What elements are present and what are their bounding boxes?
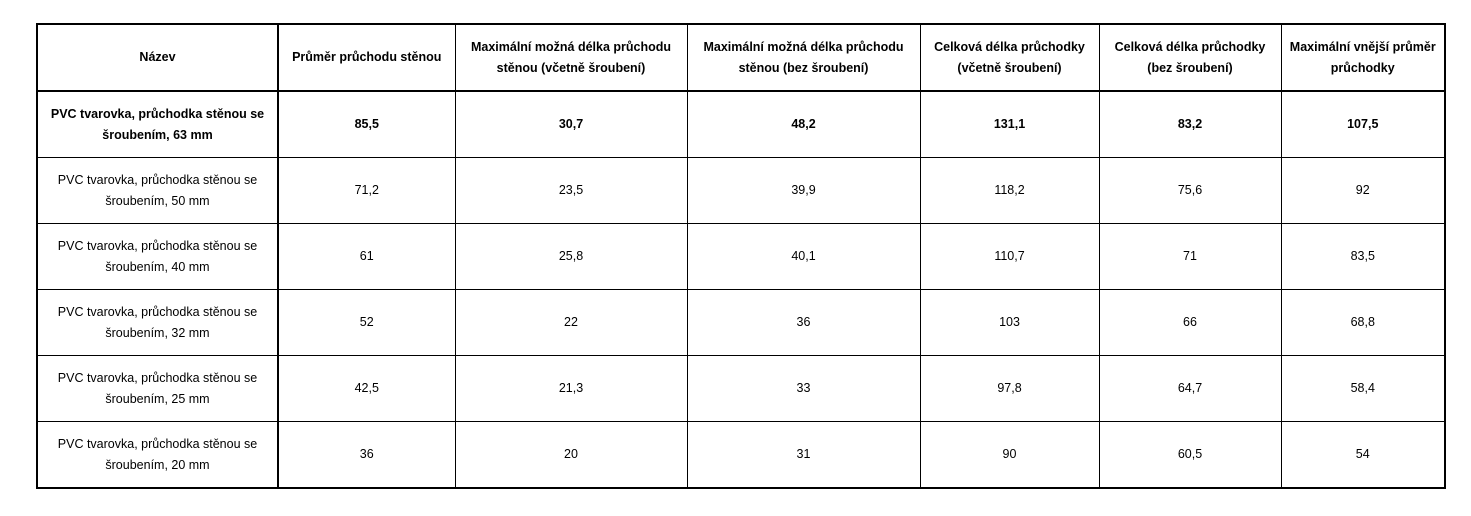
cell-max-length-without-fitting: 33 [686, 355, 921, 422]
cell-max-length-with-fitting: 30,7 [454, 90, 688, 158]
cell-total-length-without-fitting: 66 [1098, 289, 1282, 356]
cell-max-outer-diameter: 83,5 [1280, 223, 1446, 290]
cell-max-length-without-fitting: 39,9 [686, 157, 921, 224]
cell-name: PVC tvarovka, průchodka stěnou se šroube… [36, 90, 279, 158]
cell-name: PVC tvarovka, průchodka stěnou se šroube… [36, 289, 279, 356]
cell-total-length-without-fitting: 64,7 [1098, 355, 1282, 422]
cell-total-length-without-fitting: 75,6 [1098, 157, 1282, 224]
header-total-length-with-fitting: Celková délka průchodky (včetně šroubení… [919, 23, 1100, 92]
table-row: PVC tvarovka, průchodka stěnou se šroube… [36, 90, 1446, 158]
table-row: PVC tvarovka, průchodka stěnou se šroube… [36, 421, 1446, 489]
cell-max-outer-diameter: 58,4 [1280, 355, 1446, 422]
cell-total-length-without-fitting: 83,2 [1098, 90, 1282, 158]
cell-max-outer-diameter: 107,5 [1280, 90, 1446, 158]
cell-max-outer-diameter: 68,8 [1280, 289, 1446, 356]
cell-max-length-with-fitting: 22 [454, 289, 688, 356]
header-max-length-with-fitting: Maximální možná délka průchodu stěnou (v… [454, 23, 688, 92]
cell-total-length-with-fitting: 103 [919, 289, 1100, 356]
header-row: Název Průměr průchodu stěnou Maximální m… [36, 23, 1446, 92]
cell-name: PVC tvarovka, průchodka stěnou se šroube… [36, 223, 279, 290]
header-wall-diameter: Průměr průchodu stěnou [277, 23, 456, 92]
table-row: PVC tvarovka, průchodka stěnou se šroube… [36, 355, 1446, 422]
cell-max-length-with-fitting: 23,5 [454, 157, 688, 224]
cell-max-length-with-fitting: 25,8 [454, 223, 688, 290]
header-max-length-without-fitting: Maximální možná délka průchodu stěnou (b… [686, 23, 921, 92]
cell-total-length-with-fitting: 90 [919, 421, 1100, 489]
header-name: Název [36, 23, 279, 92]
table-row: PVC tvarovka, průchodka stěnou se šroube… [36, 289, 1446, 356]
spec-table-container: Název Průměr průchodu stěnou Maximální m… [36, 23, 1446, 489]
table-row: PVC tvarovka, průchodka stěnou se šroube… [36, 223, 1446, 290]
cell-wall-diameter: 85,5 [277, 90, 456, 158]
header-total-length-without-fitting: Celková délka průchodky (bez šroubení) [1098, 23, 1282, 92]
cell-wall-diameter: 71,2 [277, 157, 456, 224]
cell-max-outer-diameter: 92 [1280, 157, 1446, 224]
cell-total-length-without-fitting: 71 [1098, 223, 1282, 290]
cell-wall-diameter: 42,5 [277, 355, 456, 422]
cell-max-length-without-fitting: 36 [686, 289, 921, 356]
cell-total-length-with-fitting: 131,1 [919, 90, 1100, 158]
cell-name: PVC tvarovka, průchodka stěnou se šroube… [36, 157, 279, 224]
cell-max-length-with-fitting: 20 [454, 421, 688, 489]
spec-table: Název Průměr průchodu stěnou Maximální m… [36, 23, 1446, 489]
cell-wall-diameter: 52 [277, 289, 456, 356]
cell-total-length-with-fitting: 110,7 [919, 223, 1100, 290]
cell-max-length-without-fitting: 31 [686, 421, 921, 489]
cell-total-length-without-fitting: 60,5 [1098, 421, 1282, 489]
cell-total-length-with-fitting: 97,8 [919, 355, 1100, 422]
cell-max-length-without-fitting: 40,1 [686, 223, 921, 290]
cell-name: PVC tvarovka, průchodka stěnou se šroube… [36, 421, 279, 489]
header-max-outer-diameter: Maximální vnější průměr průchodky [1280, 23, 1446, 92]
cell-wall-diameter: 36 [277, 421, 456, 489]
cell-max-length-with-fitting: 21,3 [454, 355, 688, 422]
cell-name: PVC tvarovka, průchodka stěnou se šroube… [36, 355, 279, 422]
cell-max-outer-diameter: 54 [1280, 421, 1446, 489]
table-row: PVC tvarovka, průchodka stěnou se šroube… [36, 157, 1446, 224]
cell-max-length-without-fitting: 48,2 [686, 90, 921, 158]
cell-wall-diameter: 61 [277, 223, 456, 290]
cell-total-length-with-fitting: 118,2 [919, 157, 1100, 224]
